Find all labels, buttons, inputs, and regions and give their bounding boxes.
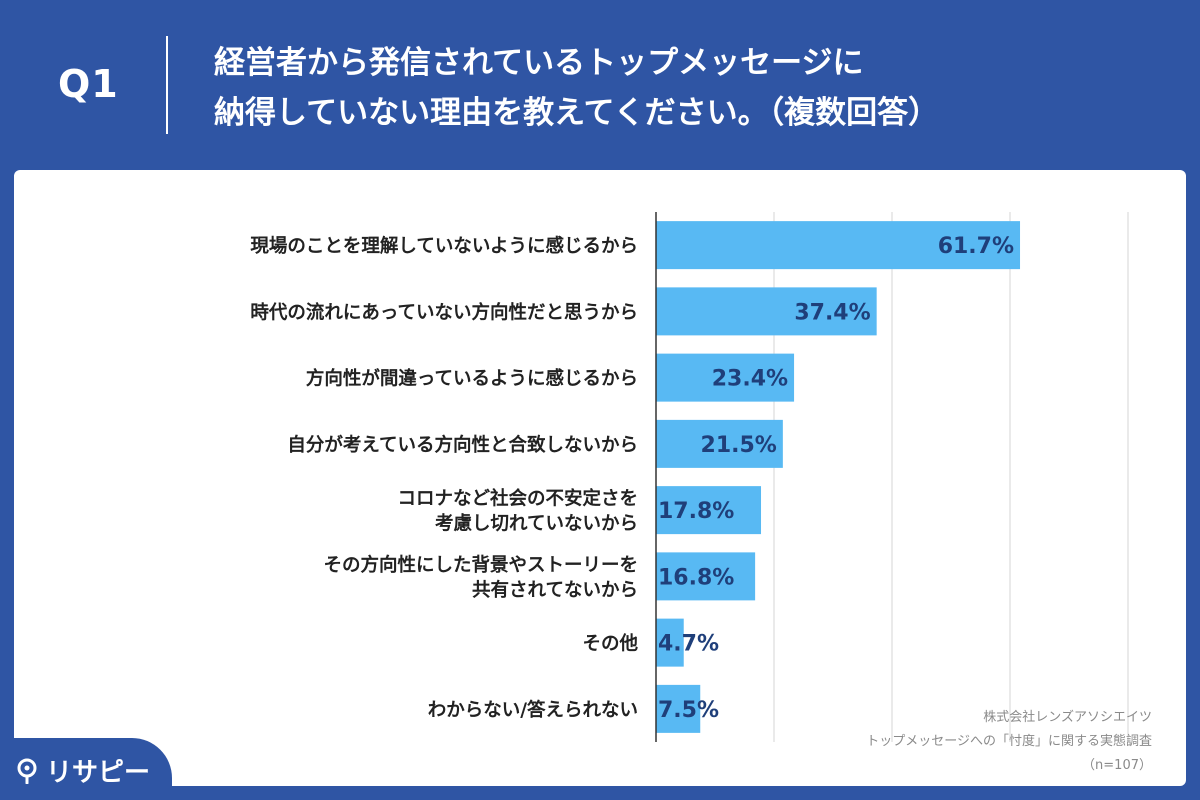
question-title: 経営者から発信されているトップメッセージに 納得していない理由を教えてください。… [214,38,1174,138]
brand-logo: リサピー [16,752,150,789]
bar [656,552,756,601]
header: Q1 経営者から発信されているトップメッセージに 納得していない理由を教えてくだ… [0,0,1200,170]
sample-size: （n=107） [1082,758,1152,773]
category-label: 共有されてないから [472,579,638,601]
category-label: 自分が考えている方向性と合致しないから [287,434,638,456]
value-label: 16.8% [658,565,734,590]
source-survey: トップメッセージへの「忖度」に関する実態調査 [866,734,1152,749]
value-label: 23.4% [712,367,788,392]
source-company: 株式会社レンズアソシエイツ [983,710,1152,725]
brand-tab: リサピー [0,738,172,800]
category-label: 方向性が間違っているように感じるから [306,368,638,390]
question-line-1: 経営者から発信されているトップメッセージに [214,45,864,81]
value-label: 61.7% [938,234,1014,259]
question-number: Q1 [58,62,119,106]
category-label: その他 [582,633,638,655]
value-label: 37.4% [794,300,870,325]
category-label: その方向性にした背景やストーリーを [323,554,638,576]
category-label: 現場のことを理解していないように感じるから [250,235,638,257]
value-label: 17.8% [658,499,734,524]
category-label: 考慮し切れていないから [435,513,638,535]
bar [656,221,1021,270]
chart-panel: 61.7% 現場のことを理解していないように感じるから 37.4% 時代の流れにあって… [14,170,1186,786]
category-label: コロナなど社会の不安定さを [397,488,638,510]
value-label: 21.5% [701,433,777,458]
source-note: 株式会社レンズアソシエイツ トップメッセージへの「忖度」に関する実態調査 （n=… [866,706,1152,778]
question-line-2: 納得していない理由を教えてください。（複数回答） [214,95,940,131]
header-divider [166,36,168,134]
bar [656,684,701,733]
value-label: 4.7% [658,632,719,657]
brand-name: リサピー [46,758,151,788]
category-label: わからない/答えられない [428,699,638,721]
bar-chart: 61.7% 現場のことを理解していないように感じるから 37.4% 時代の流れにあって… [250,212,1129,742]
bar [656,618,684,667]
value-label: 7.5% [658,698,719,723]
category-label: 時代の流れにあっていない方向性だと思うから [250,301,638,323]
pin-icon [17,758,37,784]
bar [656,287,877,336]
bar [656,486,762,535]
bar [656,419,783,468]
bar [656,353,795,402]
